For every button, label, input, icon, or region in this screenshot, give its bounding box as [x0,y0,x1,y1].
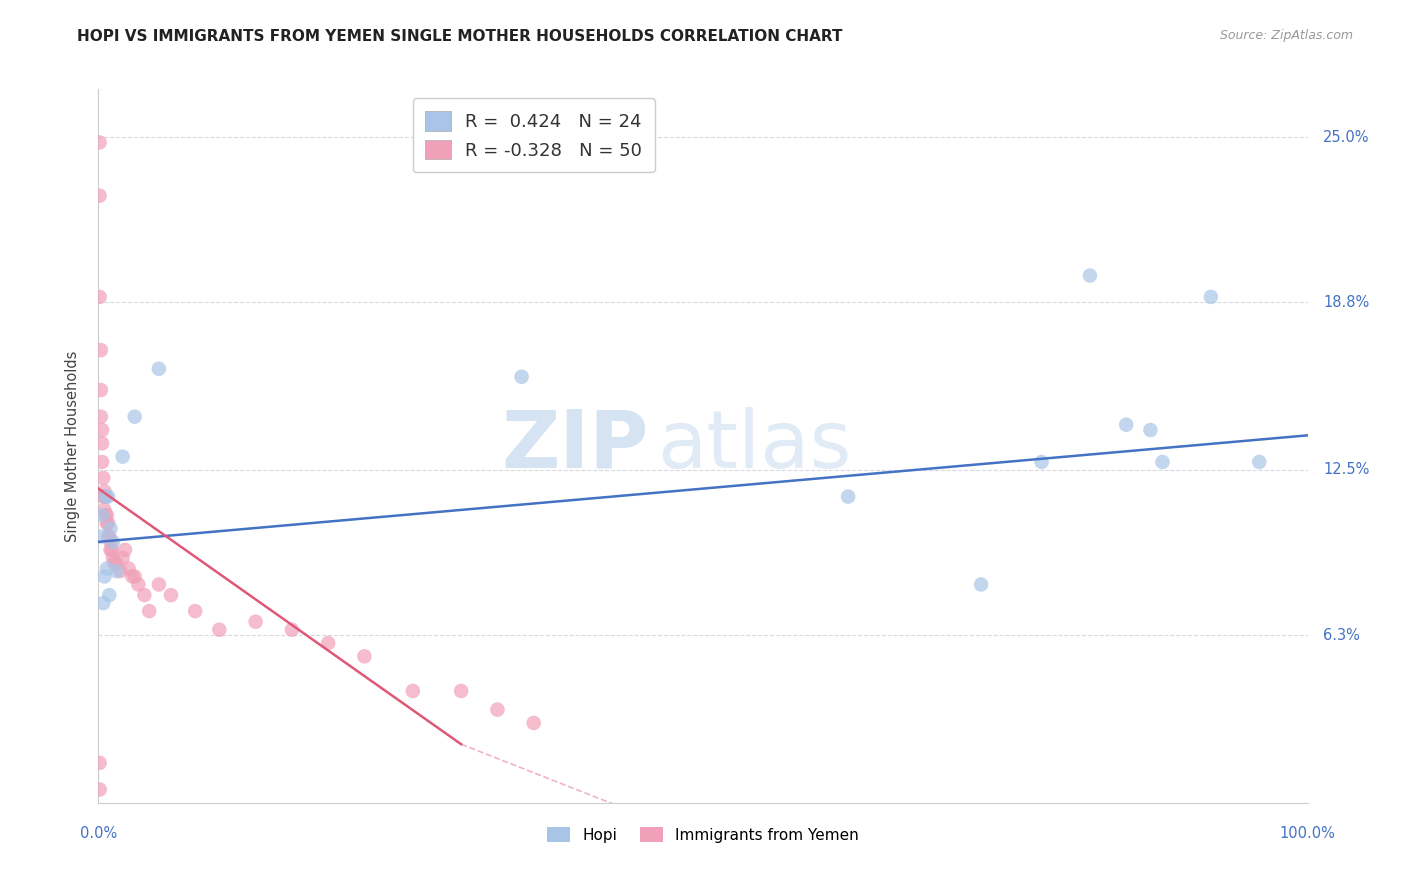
Point [184,604,207,618]
Point [1139,423,1161,437]
Text: 0.0%: 0.0% [80,826,117,840]
Point [1152,455,1174,469]
Point [124,569,146,583]
Text: 100.0%: 100.0% [1279,826,1336,840]
Point [94,490,117,504]
Point [837,490,859,504]
Point [118,561,141,575]
Legend: Hopi, Immigrants from Yemen: Hopi, Immigrants from Yemen [541,821,865,848]
Point [101,534,124,549]
Point [105,564,128,578]
Point [127,577,149,591]
Point [96,508,118,523]
Point [89,756,111,770]
Point [1249,455,1271,469]
Point [98,588,121,602]
Text: HOPI VS IMMIGRANTS FROM YEMEN SINGLE MOTHER HOUSEHOLDS CORRELATION CHART: HOPI VS IMMIGRANTS FROM YEMEN SINGLE MOT… [77,29,842,45]
Point [1078,268,1101,283]
Text: 12.5%: 12.5% [1323,462,1369,477]
Point [91,508,114,523]
Point [160,588,183,602]
Point [91,471,114,485]
Text: Source: ZipAtlas.com: Source: ZipAtlas.com [1219,29,1353,43]
Point [93,490,115,504]
Point [510,369,533,384]
Point [93,484,115,499]
Point [91,423,114,437]
Point [148,361,170,376]
Point [124,409,146,424]
Point [90,383,112,397]
Point [96,561,118,575]
Point [523,715,546,730]
Point [89,136,111,150]
Point [97,516,120,531]
Point [101,550,124,565]
Text: atlas: atlas [657,407,852,485]
Point [94,490,117,504]
Point [100,522,122,536]
Point [91,596,114,610]
Point [90,343,112,358]
Point [97,529,120,543]
Point [111,450,134,464]
Point [121,569,143,583]
Point [1031,455,1053,469]
Point [105,556,128,570]
Point [103,556,125,570]
Point [98,529,121,543]
Point [91,436,114,450]
Point [281,623,304,637]
Point [1199,290,1222,304]
Text: 25.0%: 25.0% [1323,129,1369,145]
Point [316,636,339,650]
Point [93,503,115,517]
Point [114,542,136,557]
Point [134,588,156,602]
Point [100,534,122,549]
Point [108,564,131,578]
Point [89,188,111,202]
Point [97,490,120,504]
Point [91,455,114,469]
Text: 6.3%: 6.3% [1323,628,1360,642]
Point [90,409,112,424]
Y-axis label: Single Mother Households: Single Mother Households [65,351,80,541]
Point [100,542,122,557]
Point [91,490,114,504]
Point [450,684,472,698]
Point [486,703,509,717]
Point [208,623,231,637]
Point [1115,417,1137,432]
Point [94,508,117,523]
Point [353,649,375,664]
Point [402,684,425,698]
Text: ZIP: ZIP [502,407,648,485]
Point [111,550,134,565]
Point [90,529,112,543]
Point [245,615,267,629]
Point [96,516,118,531]
Point [89,782,111,797]
Point [970,577,993,591]
Point [148,577,170,591]
Point [138,604,160,618]
Point [89,290,111,304]
Point [100,542,122,557]
Point [93,569,115,583]
Text: 18.8%: 18.8% [1323,294,1369,310]
